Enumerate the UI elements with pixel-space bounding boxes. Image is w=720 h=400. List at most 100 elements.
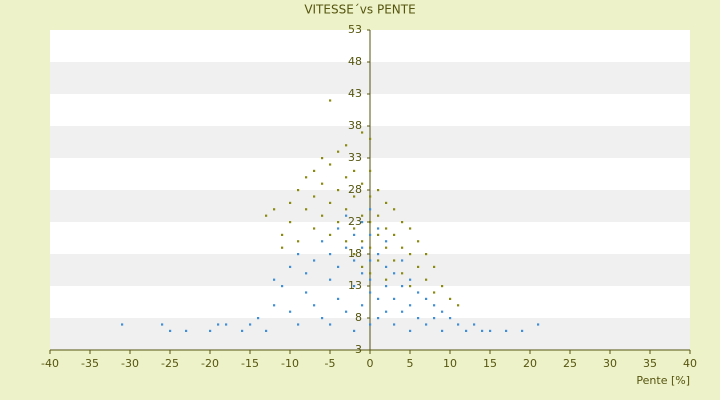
point [425, 253, 428, 256]
point [401, 246, 404, 249]
point [377, 233, 380, 236]
point [393, 259, 396, 262]
point [345, 176, 348, 179]
point [273, 278, 276, 281]
point [425, 323, 428, 326]
point [353, 169, 356, 172]
point [361, 221, 364, 224]
x-tick-label: -25 [161, 357, 179, 370]
y-tick-label: 23 [348, 215, 362, 228]
point [385, 265, 388, 268]
point [409, 304, 412, 307]
point [417, 240, 420, 243]
point [329, 323, 332, 326]
point [409, 227, 412, 230]
point [369, 221, 372, 224]
x-tick-label: 35 [643, 357, 657, 370]
point [313, 169, 316, 172]
point [369, 169, 372, 172]
point [329, 201, 332, 204]
y-tick-label: 48 [348, 55, 362, 68]
point [377, 214, 380, 217]
point [361, 304, 364, 307]
point [385, 201, 388, 204]
point [433, 304, 436, 307]
point [337, 227, 340, 230]
x-tick-label: 20 [523, 357, 537, 370]
y-tick-label: 33 [348, 151, 362, 164]
point [281, 285, 284, 288]
x-axis-label: Pente [%] [636, 374, 690, 387]
point [537, 323, 540, 326]
point [369, 208, 372, 211]
point [321, 214, 324, 217]
x-tick-label: -20 [201, 357, 219, 370]
point [417, 265, 420, 268]
y-tick-label: 13 [348, 279, 362, 292]
chart-title: VITESSE´vs PENTE [304, 3, 415, 17]
point [337, 265, 340, 268]
point [385, 310, 388, 313]
y-tick-label: 18 [348, 247, 362, 260]
x-tick-label: 5 [407, 357, 414, 370]
point [185, 329, 188, 332]
point [305, 272, 308, 275]
point [489, 329, 492, 332]
x-tick-label: -10 [281, 357, 299, 370]
point [441, 329, 444, 332]
point [361, 214, 364, 217]
point [369, 233, 372, 236]
point [265, 214, 268, 217]
point [289, 221, 292, 224]
x-tick-label: 25 [563, 357, 577, 370]
point [377, 317, 380, 320]
point [321, 182, 324, 185]
point [225, 323, 228, 326]
point [465, 329, 468, 332]
point [313, 227, 316, 230]
point [313, 195, 316, 198]
point [281, 233, 284, 236]
point [361, 240, 364, 243]
point [289, 310, 292, 313]
point [393, 272, 396, 275]
point [433, 291, 436, 294]
point [441, 310, 444, 313]
point [345, 208, 348, 211]
point [393, 323, 396, 326]
point [297, 323, 300, 326]
point [305, 291, 308, 294]
point [369, 195, 372, 198]
point [361, 131, 364, 134]
point [369, 137, 372, 140]
point [273, 208, 276, 211]
point [369, 272, 372, 275]
point [353, 227, 356, 230]
point [393, 297, 396, 300]
y-tick-label: 8 [355, 311, 362, 324]
point [217, 323, 220, 326]
point [385, 246, 388, 249]
point [449, 297, 452, 300]
point [241, 329, 244, 332]
point [329, 278, 332, 281]
point [257, 317, 260, 320]
point [409, 253, 412, 256]
point [481, 329, 484, 332]
point [321, 240, 324, 243]
point [297, 189, 300, 192]
point [449, 317, 452, 320]
x-tick-label: -30 [121, 357, 139, 370]
point [377, 297, 380, 300]
point [329, 253, 332, 256]
point [369, 278, 372, 281]
point [353, 285, 356, 288]
point [505, 329, 508, 332]
point [369, 259, 372, 262]
point [409, 285, 412, 288]
point [457, 323, 460, 326]
point [433, 317, 436, 320]
x-tick-label: -5 [325, 357, 336, 370]
point [289, 201, 292, 204]
point [401, 285, 404, 288]
